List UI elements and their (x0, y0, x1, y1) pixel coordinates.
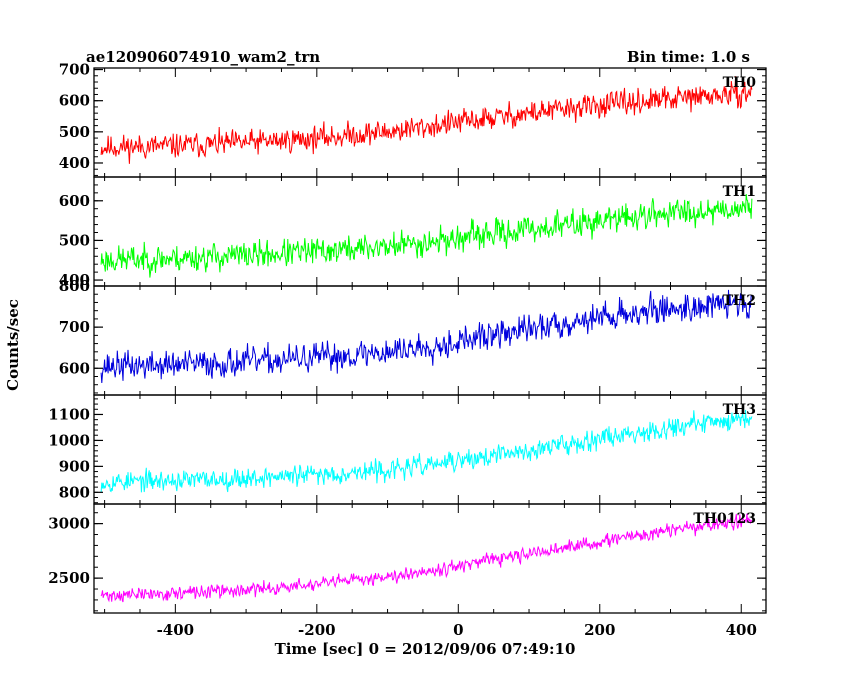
y-tick-label: 3000 (48, 515, 90, 533)
x-tick-label: 0 (453, 621, 463, 639)
panel-frame (93, 176, 767, 287)
y-tick-label: 1000 (48, 431, 90, 449)
y-tick-label: 400 (59, 154, 90, 172)
panel-frame (93, 394, 767, 505)
series-line-th2 (100, 289, 753, 384)
series-line-th3 (100, 409, 753, 493)
panel-frame (93, 67, 767, 178)
bin-time-label: Bin time: 1.0 s (627, 48, 750, 66)
panel-label-th0: TH0 (723, 75, 757, 91)
y-tick-label: 800 (59, 483, 90, 501)
x-axis-title: Time [sec] 0 = 2012/09/06 07:49:10 (275, 640, 576, 658)
panel-label-th0123: TH0123 (693, 511, 756, 527)
x-tick-label: -200 (298, 621, 336, 639)
panel-th2: 600 700 800 TH2 (59, 277, 767, 396)
y-tick-label: 500 (59, 231, 90, 249)
y-tick-label: 500 (59, 123, 90, 141)
series-line-th1 (100, 194, 753, 278)
panel-th3: 800 900 1000 1100 TH3 (48, 394, 767, 505)
y-tick-label: 2500 (48, 569, 90, 587)
y-tick-label: 600 (59, 359, 90, 377)
y-tick-label: 900 (59, 457, 90, 475)
x-tick-label: -400 (157, 621, 195, 639)
y-tick-label: 800 (59, 277, 90, 295)
y-tick-label: 1100 (48, 405, 90, 423)
panel-th0: 400 500 600 700 TH0 (59, 61, 767, 178)
y-tick-label: 600 (59, 92, 90, 110)
panel-label-th1: TH1 (723, 184, 756, 200)
y-tick-label: 700 (59, 318, 90, 336)
observation-id: ae120906074910_wam2_trn (86, 48, 320, 66)
y-tick-label: 600 (59, 192, 90, 210)
x-tick-label: 200 (584, 621, 615, 639)
series-line-th0 (100, 76, 753, 164)
series-line-th0123 (100, 513, 753, 603)
panel-label-th2: TH2 (723, 293, 756, 309)
panel-frame (93, 503, 767, 614)
panel-th0123: 2500 3000 TH0123 (48, 503, 767, 614)
panel-th1: 400 500 600 TH1 (59, 176, 767, 289)
panels-group: 400 500 600 700 TH0 400 500 600 TH1 600 700 800 TH2 8… (48, 61, 767, 639)
y-axis-title: Counts/sec (4, 299, 22, 391)
panel-label-th3: TH3 (723, 402, 756, 418)
y-tick-label: 700 (59, 61, 90, 79)
x-tick-label: 400 (726, 621, 757, 639)
y-tick-label: 400 (59, 271, 90, 289)
